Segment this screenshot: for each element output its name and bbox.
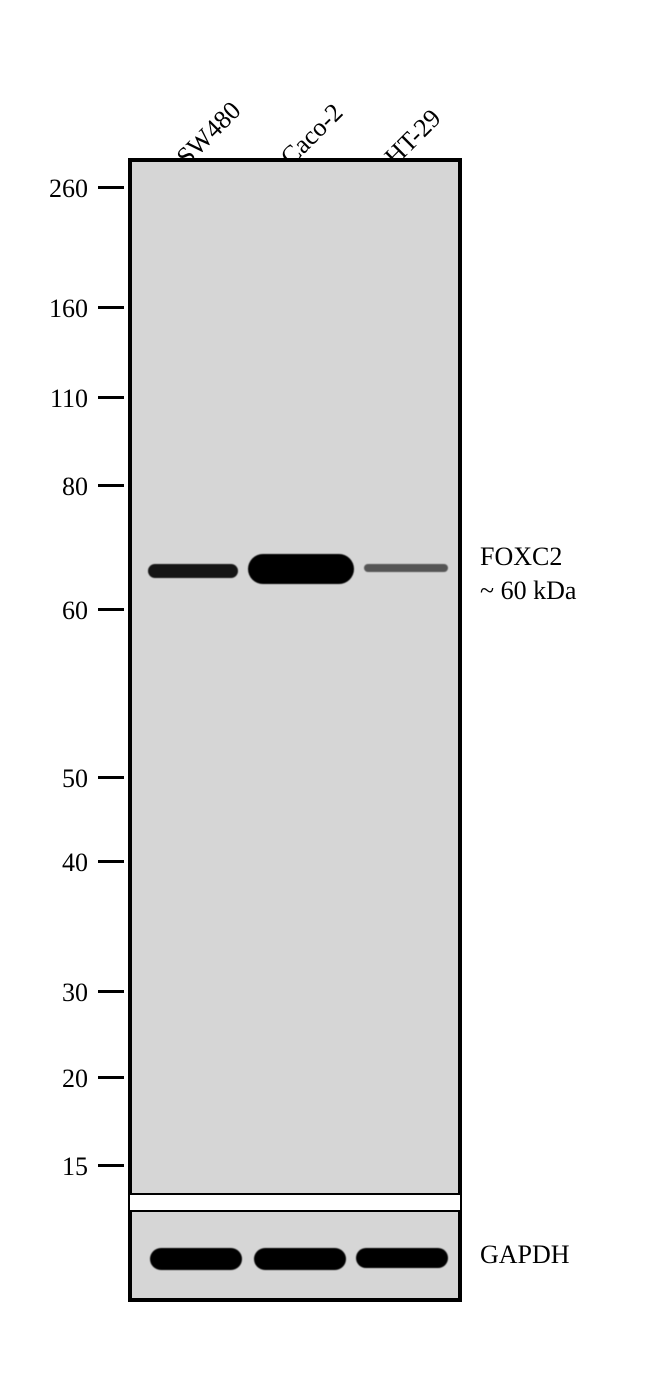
mw-tick: [98, 484, 124, 487]
mw-label: 110: [38, 384, 88, 414]
blot-panel-main: [130, 160, 460, 1195]
blot-panel-gapdh: [130, 1210, 460, 1300]
target-mw: ~ 60 kDa: [480, 576, 576, 605]
mw-label: 80: [38, 472, 88, 502]
mw-tick: [98, 186, 124, 189]
mw-tick: [98, 1164, 124, 1167]
mw-label: 20: [38, 1064, 88, 1094]
gapdh-band: [150, 1248, 242, 1270]
mw-label: 50: [38, 764, 88, 794]
gapdh-band: [356, 1248, 448, 1268]
mw-label: 60: [38, 596, 88, 626]
mw-tick: [98, 1076, 124, 1079]
loading-control-annotation: GAPDH: [480, 1238, 570, 1272]
mw-label: 160: [38, 294, 88, 324]
mw-tick: [98, 990, 124, 993]
mw-label: 260: [38, 174, 88, 204]
target-name: FOXC2: [480, 542, 562, 571]
foxc2-band: [248, 554, 354, 584]
mw-tick: [98, 608, 124, 611]
mw-tick: [98, 396, 124, 399]
foxc2-band: [148, 564, 238, 578]
mw-tick: [98, 776, 124, 779]
mw-label: 15: [38, 1152, 88, 1182]
mw-tick: [98, 306, 124, 309]
foxc2-band: [364, 564, 448, 572]
mw-label: 40: [38, 848, 88, 878]
gapdh-band: [254, 1248, 346, 1270]
mw-label: 30: [38, 978, 88, 1008]
mw-tick: [98, 860, 124, 863]
target-annotation: FOXC2 ~ 60 kDa: [480, 540, 576, 608]
loading-control-name: GAPDH: [480, 1240, 570, 1269]
western-blot-figure: SW480Caco-2HT-29 26016011080605040302015…: [20, 20, 630, 1380]
